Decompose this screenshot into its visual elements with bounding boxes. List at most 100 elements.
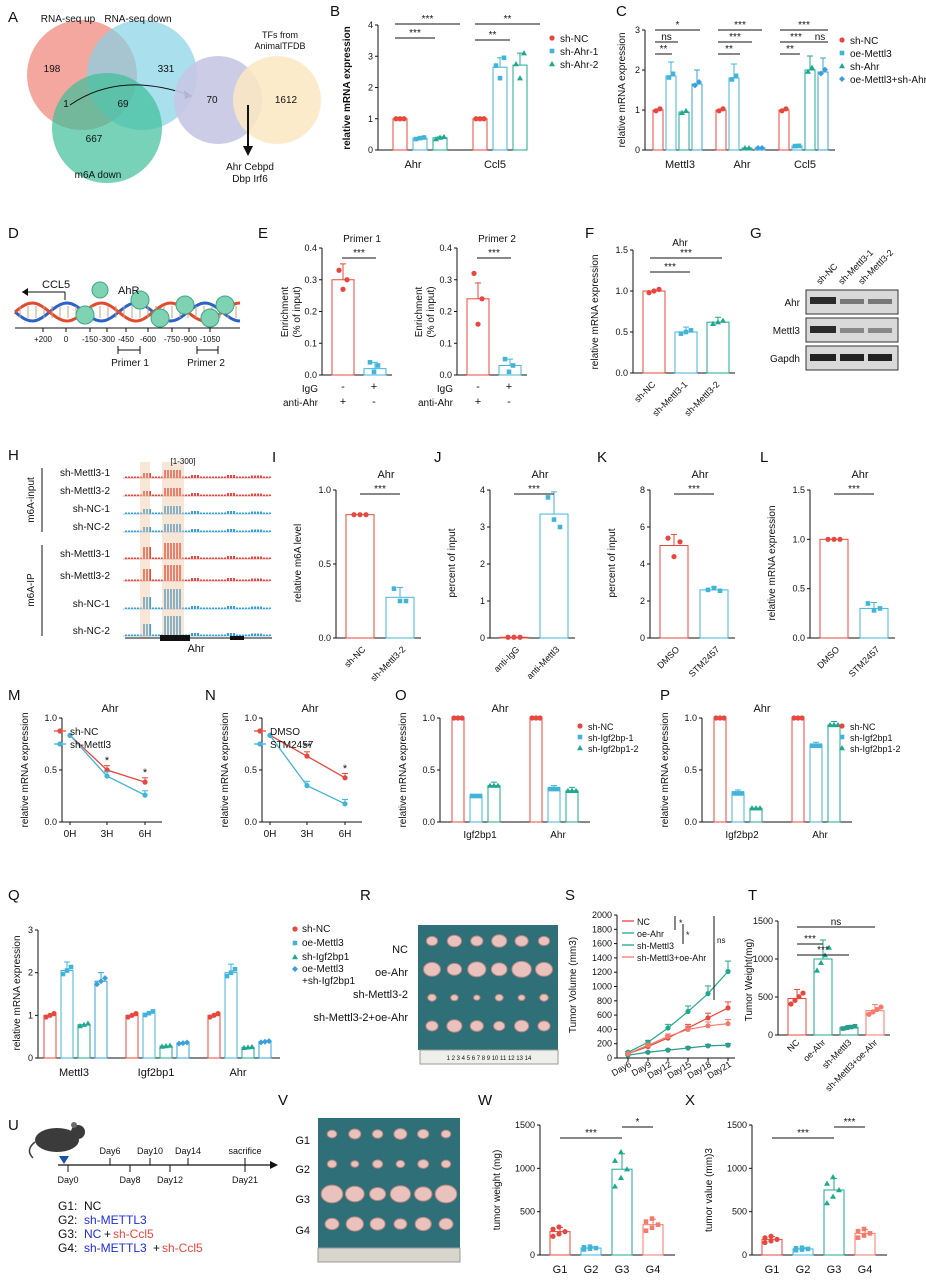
y-tick-label: 400 <box>597 1024 612 1034</box>
gene-label: Ahr <box>187 643 204 655</box>
x-category-label: G1 <box>765 1264 780 1276</box>
y-tick-label: 1 <box>368 114 373 124</box>
group-definition: + <box>104 1227 111 1241</box>
track-peak <box>242 530 244 532</box>
panel-letter-X: X <box>685 1092 695 1109</box>
track-peak <box>134 476 136 478</box>
row-label: IgG <box>437 384 453 395</box>
track-peak <box>188 512 190 514</box>
group-definition: sh-Ccl5 <box>113 1227 154 1241</box>
track-peak <box>245 607 247 609</box>
mouse-icon <box>28 1141 36 1159</box>
track-peak <box>245 634 247 636</box>
track-peak <box>230 606 232 609</box>
track-peak <box>158 634 160 636</box>
data-point <box>477 793 483 799</box>
track-peak <box>248 494 250 496</box>
track-peak <box>257 493 259 496</box>
track-peak <box>191 511 193 514</box>
track-peak <box>149 624 151 636</box>
data-point <box>517 75 523 81</box>
sign: - <box>476 381 480 393</box>
track-peak <box>221 476 223 478</box>
legend-entry: sh-Igf2bp1-2 <box>850 744 901 754</box>
primer-label: Primer 2 <box>187 358 225 369</box>
chart-title: Ahr <box>851 469 868 481</box>
data-point <box>64 968 70 973</box>
bar-sh-Ahr <box>678 111 690 151</box>
y-tick-label: 2 <box>368 83 373 93</box>
y-axis-title: Tumor Weight(mg) <box>744 939 755 1022</box>
significance-stars: ns <box>661 32 672 43</box>
data-point <box>371 369 377 375</box>
chart-title: Ahr <box>753 703 770 715</box>
data-point <box>555 786 561 792</box>
x-category-label: Igf2bp1 <box>463 830 497 841</box>
tumor <box>345 1216 364 1232</box>
panel-letter-K: K <box>597 449 607 466</box>
data-point <box>713 715 719 721</box>
panel-letter-G: G <box>750 225 762 242</box>
track-peak <box>182 579 184 581</box>
track-peak <box>239 557 241 559</box>
track-peak <box>236 579 238 581</box>
track-peak <box>176 543 178 559</box>
y-tick-label: 0.5 <box>684 765 697 775</box>
ahr-protein <box>150 308 170 328</box>
track-peak <box>191 529 193 532</box>
track-peak <box>254 529 256 532</box>
track-peak <box>152 607 154 609</box>
group-definition: NC <box>84 1199 102 1213</box>
track-peak <box>239 607 241 609</box>
track-peak <box>206 530 208 532</box>
y-tick-label: 6 <box>640 522 645 532</box>
x-category-label: sh-Mettl3-2 <box>683 379 722 418</box>
track-peak <box>161 530 163 532</box>
track-peak <box>164 589 166 609</box>
x-category-label: sh-NC <box>342 644 367 669</box>
ruler-label: -750 <box>164 335 181 344</box>
track-peak <box>248 634 250 636</box>
data-point <box>417 135 423 141</box>
track-peak <box>194 606 196 609</box>
track-peak <box>224 512 226 514</box>
data-point <box>142 1012 148 1018</box>
significance-stars: * <box>676 20 680 31</box>
x-category-label: G4 <box>858 1264 873 1276</box>
significance-stars: *** <box>585 1128 597 1139</box>
data-point <box>573 787 579 793</box>
track-peak <box>209 579 211 581</box>
data-point <box>249 1043 255 1050</box>
track-peak <box>149 569 151 581</box>
track-peak <box>170 506 172 514</box>
x-category-label: DMSO <box>815 644 841 670</box>
group-label: m6A-input <box>26 477 37 523</box>
legend-entry: sh-NC <box>70 727 98 738</box>
track-peak <box>167 524 169 532</box>
track-peak <box>266 476 268 478</box>
data-point <box>469 793 475 799</box>
track-peak <box>161 579 163 581</box>
track-peak <box>188 494 190 496</box>
track-peak <box>125 634 127 636</box>
track-peak <box>260 556 262 559</box>
bar-sh-NC <box>778 109 790 151</box>
y-tick-label: 1.0 <box>422 713 435 723</box>
group-definition: G3: <box>58 1227 77 1241</box>
track-peak <box>248 476 250 478</box>
y-tick-label: 600 <box>597 1010 612 1020</box>
track-peak <box>125 607 127 609</box>
track-peak <box>206 579 208 581</box>
track-peak <box>173 565 175 581</box>
track-peak <box>179 589 181 609</box>
track-peak <box>170 470 172 478</box>
track-peak <box>257 529 259 532</box>
legend-entry: +sh-Igf2bp1 <box>302 976 356 987</box>
track-peak <box>227 556 229 559</box>
track-peak <box>188 579 190 581</box>
track-label: sh-NC-2 <box>73 626 111 637</box>
tumor <box>350 1160 360 1168</box>
y-tick-label: 1200 <box>592 967 612 977</box>
track-peak <box>200 607 202 609</box>
track-label: sh-Mettl3-1 <box>60 549 110 560</box>
